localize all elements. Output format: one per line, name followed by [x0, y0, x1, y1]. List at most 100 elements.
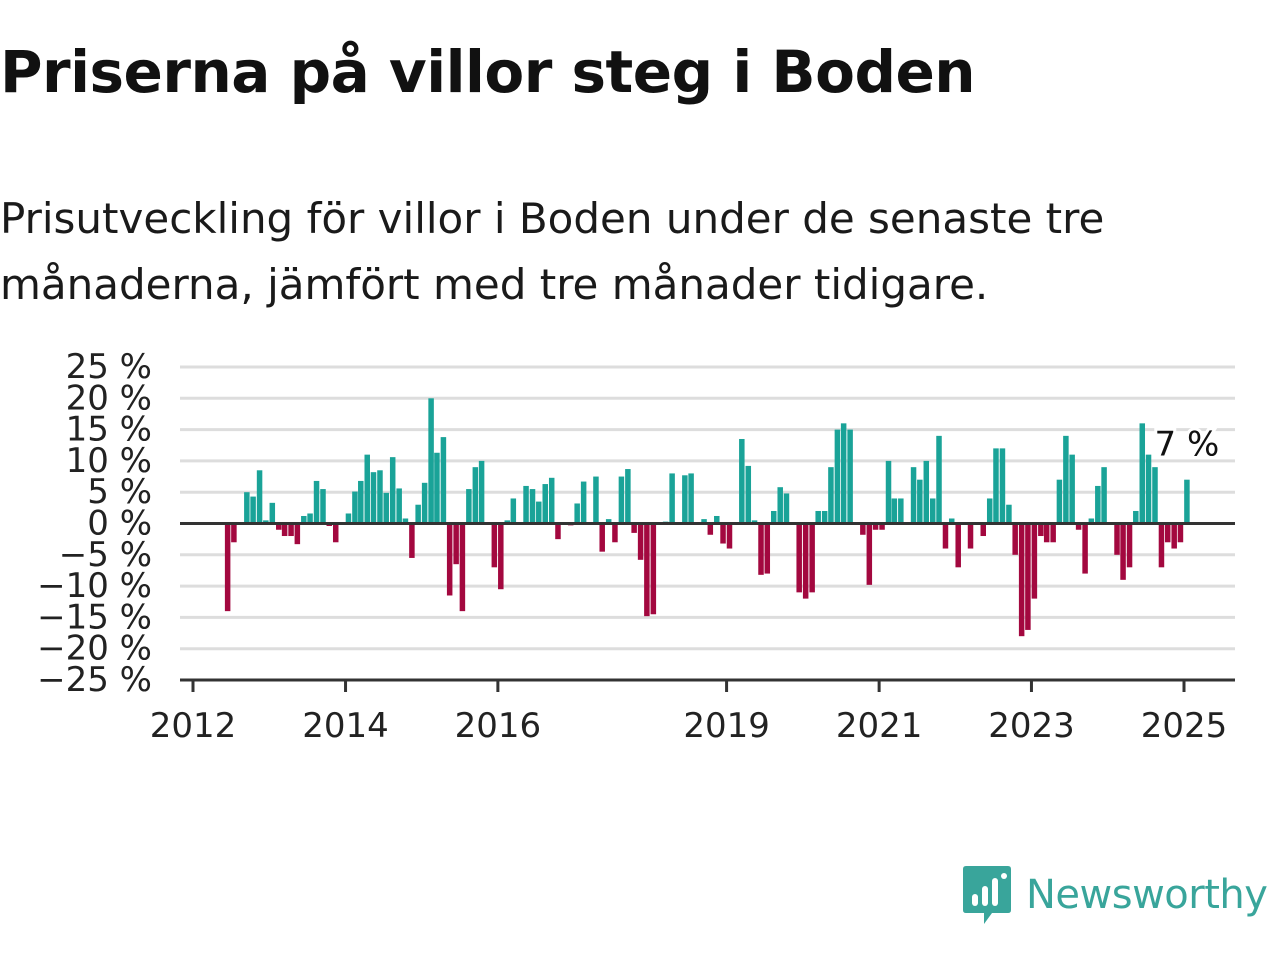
bar [751, 520, 758, 524]
bar [834, 429, 841, 524]
x-tick-label: 2019 [683, 706, 770, 746]
bar [281, 523, 288, 537]
y-tick-label: 5 % [87, 472, 152, 512]
bar [276, 523, 282, 530]
bar [269, 502, 276, 524]
bar [1031, 523, 1038, 599]
bar [701, 519, 707, 524]
bar [313, 480, 320, 524]
bar [466, 489, 472, 524]
bar-chart: 25 %20 %15 %10 %5 %0 %−5 %−10 %−15 %−20 … [37, 347, 1235, 746]
bar [320, 489, 326, 524]
bar [625, 469, 631, 524]
bar [923, 460, 930, 524]
bar [364, 454, 370, 524]
bar [986, 498, 993, 524]
bar [688, 473, 694, 524]
bar [796, 523, 802, 593]
bar [288, 523, 294, 537]
annotation: 7 % [1152, 422, 1223, 468]
bar [840, 423, 847, 524]
bar [1088, 518, 1095, 524]
bar [231, 523, 237, 543]
bar [783, 493, 790, 524]
bar [745, 465, 752, 524]
bar [358, 480, 364, 524]
y-tick-label: −25 % [37, 660, 152, 700]
bar [224, 523, 231, 612]
bar [263, 520, 269, 524]
bar [1025, 523, 1031, 630]
bar [1095, 485, 1101, 524]
bar [1139, 423, 1146, 524]
bar [491, 523, 498, 568]
y-tick-label: −15 % [37, 597, 152, 637]
bar [542, 484, 548, 524]
bar [898, 498, 904, 524]
bar [1075, 523, 1082, 530]
bar [370, 472, 377, 524]
x-tick-label: 2021 [836, 706, 923, 746]
bar [1133, 510, 1139, 524]
bar [294, 523, 301, 545]
bar [910, 467, 917, 524]
bar [739, 438, 745, 524]
bar [396, 488, 402, 524]
y-tick-label: 10 % [66, 441, 152, 481]
bar [637, 523, 644, 560]
bar [1012, 523, 1018, 555]
bar [256, 470, 263, 524]
bar [504, 520, 511, 524]
bar [631, 523, 637, 533]
bar [726, 523, 733, 549]
bar [453, 523, 459, 565]
bar [999, 448, 1006, 524]
bar [574, 503, 580, 524]
bar [1063, 435, 1069, 524]
bar [498, 523, 504, 590]
bar [377, 470, 383, 524]
bar [428, 398, 434, 524]
bar [802, 523, 809, 599]
x-tick-label: 2023 [988, 706, 1075, 746]
bar [1145, 454, 1152, 524]
bar [1050, 523, 1056, 543]
bar [605, 519, 612, 524]
bar [980, 523, 986, 537]
bar [459, 523, 466, 612]
bar [1082, 523, 1088, 574]
bar [930, 498, 936, 524]
axes [180, 522, 1235, 682]
bar [891, 498, 898, 524]
bar [1164, 523, 1171, 543]
bar [352, 491, 358, 524]
bar [866, 523, 873, 585]
gridlines [180, 365, 1235, 651]
bar [523, 485, 529, 524]
bar [993, 448, 999, 524]
bar [555, 523, 561, 540]
y-tick-label: 0 % [87, 504, 152, 544]
last-value-label: 7 % [1155, 425, 1220, 465]
bar [301, 515, 307, 524]
bar [936, 435, 942, 524]
bar [758, 523, 764, 575]
bar [1006, 504, 1012, 524]
bar [948, 518, 955, 524]
bar [440, 437, 447, 524]
bar [446, 523, 453, 596]
bar [644, 523, 650, 617]
bar [879, 523, 885, 530]
bar [434, 452, 440, 524]
bar [1171, 523, 1177, 549]
page-subtitle: Prisutveckling för villor i Boden under … [0, 194, 1105, 309]
bar [510, 498, 517, 524]
bar [860, 523, 866, 535]
bar [389, 457, 396, 524]
y-tick-label: 25 % [66, 347, 152, 387]
brand-logo: Newsworthy [962, 862, 1268, 928]
y-tick-label: −20 % [37, 629, 152, 669]
bar [536, 501, 542, 524]
bar [1018, 523, 1025, 637]
y-tick-label: −5 % [59, 535, 152, 575]
